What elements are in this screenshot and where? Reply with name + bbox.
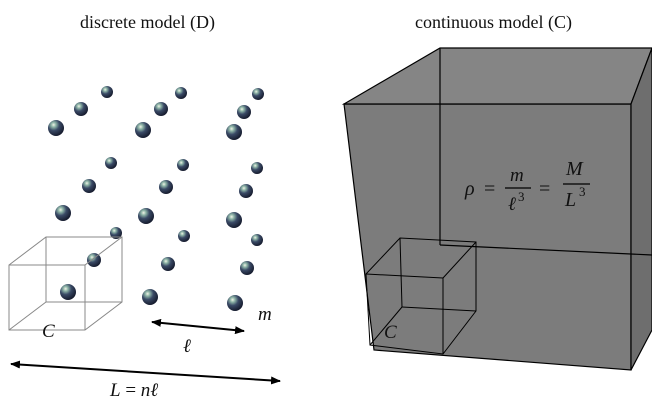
- mass-label: m: [258, 304, 272, 325]
- length-arrow: [10, 360, 281, 385]
- particle: [226, 124, 242, 140]
- formula-L-base: L: [564, 189, 576, 211]
- particle: [251, 234, 263, 246]
- formula-l-base: ℓ: [508, 194, 516, 215]
- particle: [48, 120, 64, 136]
- particle: [101, 86, 113, 98]
- spacing-arrow: [151, 318, 245, 335]
- particle: [55, 205, 71, 221]
- continuum-cube: [341, 47, 652, 371]
- particle-lattice: [48, 86, 264, 311]
- particle: [226, 212, 242, 228]
- formula-l-exp: 3: [518, 189, 525, 204]
- discrete-cell-label: C: [42, 321, 55, 342]
- particle: [252, 88, 264, 100]
- particle: [138, 208, 154, 224]
- particle: [87, 253, 101, 267]
- formula-eq1: =: [484, 178, 495, 200]
- formula-M: M: [565, 158, 584, 180]
- particle: [110, 227, 122, 239]
- particle: [159, 180, 173, 194]
- particle: [240, 261, 254, 275]
- formula-L-exp: 3: [579, 184, 586, 199]
- continuous-cell-label: C: [384, 322, 397, 343]
- particle: [105, 157, 117, 169]
- discrete-unit-cell: [8, 236, 123, 331]
- particle: [175, 87, 187, 99]
- particle: [178, 230, 190, 242]
- spacing-label: ℓ: [183, 336, 191, 357]
- particle: [60, 284, 76, 300]
- length-nl: nℓ: [141, 380, 159, 401]
- particle: [177, 159, 189, 171]
- discrete-model-title: discrete model (D): [80, 12, 215, 32]
- particle: [251, 162, 263, 174]
- formula-eq2: =: [539, 178, 550, 200]
- particle: [239, 184, 253, 198]
- cube-right-face: [630, 47, 652, 371]
- continuous-model-title: continuous model (C): [415, 12, 572, 32]
- cube-top-face: [341, 47, 652, 105]
- particle: [237, 105, 251, 119]
- length-var: L: [109, 380, 121, 401]
- continuous-unit-cell: [365, 237, 477, 355]
- particle: [142, 289, 158, 305]
- length-label: L = nℓ: [109, 380, 158, 401]
- formula-rho: ρ: [464, 178, 475, 200]
- particle: [74, 102, 88, 116]
- density-formula: ρ = m ℓ 3 = M L 3: [464, 158, 590, 215]
- particle: [227, 295, 243, 311]
- particle: [154, 102, 168, 116]
- formula-m: m: [510, 165, 524, 186]
- particle: [82, 179, 96, 193]
- particle: [135, 122, 151, 138]
- particle: [161, 257, 175, 271]
- length-eq: =: [121, 380, 141, 401]
